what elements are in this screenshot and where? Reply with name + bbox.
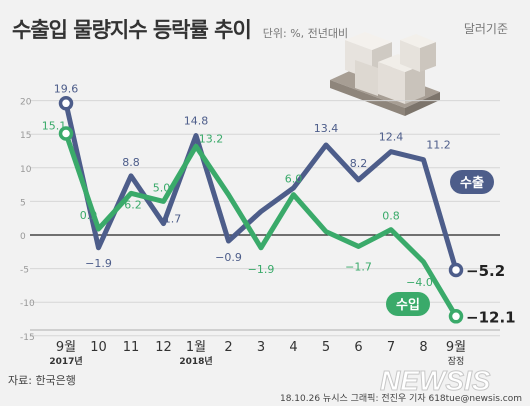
data-label-수입: −1.7 xyxy=(345,260,372,273)
data-label-수입: 0.9 xyxy=(80,209,98,222)
x-tick-label: 7 xyxy=(387,340,395,355)
x-tick-label: 3 xyxy=(257,340,265,355)
y-tick-label: -5 xyxy=(20,266,29,276)
newsis-logo: NEWSIS xyxy=(380,365,492,397)
data-label-수입: 13.2 xyxy=(199,132,224,145)
data-label-수입: 0.8 xyxy=(382,210,400,223)
data-label-수입: 6.0 xyxy=(285,173,303,186)
x-sublabel: 2017년 xyxy=(49,355,82,367)
y-tick-label: -15 xyxy=(20,333,35,343)
data-label-수출: −1.9 xyxy=(85,257,112,270)
data-label-수출: −0.9 xyxy=(215,251,242,264)
data-label-수입: −12.1 xyxy=(466,308,516,326)
boxes-illustration xyxy=(330,32,440,116)
x-tick-label: 9월 xyxy=(446,340,466,355)
y-tick-label: 15 xyxy=(20,131,31,141)
data-label-수출: 14.8 xyxy=(184,115,209,128)
legend-label-수출: 수출 xyxy=(460,175,484,191)
unit-label: 단위: %, 전년대비 xyxy=(262,27,349,40)
y-tick-label: 20 xyxy=(20,98,32,108)
data-label-수출: 8.8 xyxy=(122,156,140,169)
legend-badge-수입 xyxy=(386,292,430,316)
y-tick-label: 10 xyxy=(20,165,32,175)
x-tick-label: 10 xyxy=(90,340,107,355)
series-marker-수출 xyxy=(448,262,464,278)
legend-label-수입: 수입 xyxy=(396,298,420,313)
series-marker-수입 xyxy=(58,126,74,141)
x-sublabel: 2018년 xyxy=(179,355,212,367)
data-label-수입: 6.2 xyxy=(124,198,142,211)
source-note: 자료: 한국은행 xyxy=(8,374,76,387)
data-label-수출: 11.2 xyxy=(426,139,451,152)
newsis-logo-text: NEWSIS xyxy=(380,365,491,396)
basis-label: 달러기준 xyxy=(463,22,508,36)
data-label-수입: −1.9 xyxy=(248,263,275,276)
data-label-수출: 19.6 xyxy=(54,82,79,95)
x-tick-label: 2 xyxy=(224,340,232,355)
x-tick-label: 9월 xyxy=(56,340,76,355)
data-label-수출: 12.4 xyxy=(379,131,404,144)
credit-note: 18.10.26 뉴시스 그래픽: 전진우 기자 618tue@newsis.c… xyxy=(279,394,522,404)
x-tick-label: 11 xyxy=(123,340,140,355)
data-label-수입: 15.1 xyxy=(42,120,67,133)
data-label-수출: −5.2 xyxy=(466,262,505,280)
x-tick-label: 1월 xyxy=(186,340,206,355)
y-tick-label: -10 xyxy=(20,299,35,309)
series-marker-수출 xyxy=(58,96,74,111)
x-tick-label: 8 xyxy=(419,340,427,355)
title-row: 수출입 물량지수 등락률 추이 단위: %, 전년대비 xyxy=(12,14,348,44)
x-tick-label: 5 xyxy=(322,340,330,355)
x-tick-label: 4 xyxy=(289,340,297,355)
series-line-수출 xyxy=(63,100,459,273)
data-label-수입: −4.0 xyxy=(406,276,433,289)
x-sublabel: 잠정 xyxy=(448,356,465,367)
legend-badge-수출 xyxy=(450,170,494,194)
data-label-수입: 5.0 xyxy=(153,181,171,194)
x-tick-label: 12 xyxy=(155,340,172,355)
series-line-수입 xyxy=(63,131,459,319)
series-marker-수입 xyxy=(448,309,464,324)
data-label-수출: 8.2 xyxy=(350,157,368,170)
y-tick-label: 0 xyxy=(20,232,26,242)
y-tick-label: 5 xyxy=(20,198,26,208)
data-label-수출: 13.4 xyxy=(314,122,339,135)
data-label-수출: 1.7 xyxy=(164,213,182,226)
x-tick-label: 6 xyxy=(354,340,362,355)
chart-title: 수출입 물량지수 등락률 추이 xyxy=(12,18,252,42)
